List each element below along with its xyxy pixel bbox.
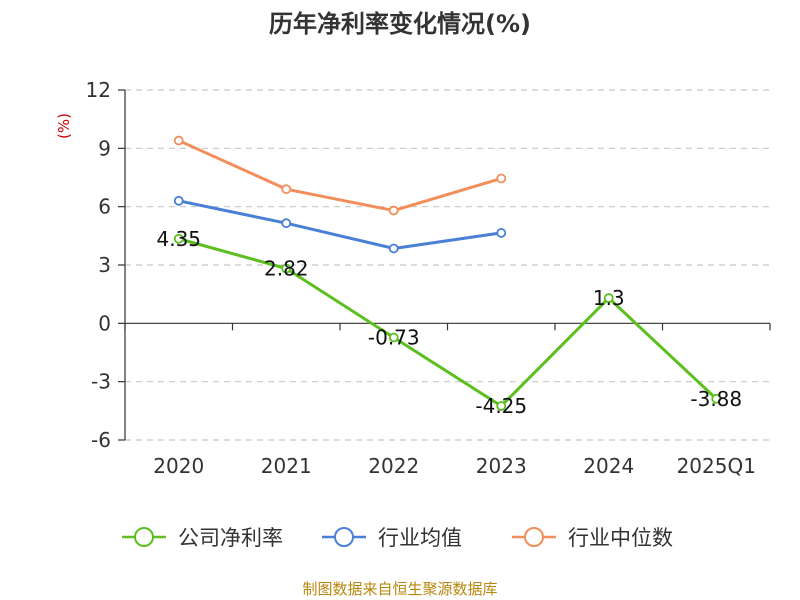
grid-lines: [125, 89, 770, 441]
data-label: 1.3: [593, 286, 625, 310]
y-axis-unit: (%): [55, 113, 73, 139]
data-label: -3.88: [690, 387, 742, 411]
legend[interactable]: 公司净利率 行业均值 行业中位数: [122, 526, 673, 550]
x-tick-label: 2022: [368, 454, 419, 478]
data-label: -4.25: [475, 394, 527, 418]
chart-title: 历年净利率变化情况(%): [269, 10, 531, 38]
data-point[interactable]: [496, 173, 507, 184]
data-point[interactable]: [173, 195, 184, 206]
axes: [118, 89, 771, 441]
legend-marker-icon: [524, 527, 544, 547]
data-point[interactable]: [173, 233, 184, 244]
y-tick-label: 12: [86, 78, 111, 102]
y-tick-labels: 12 9 6 3 0 -3 -6: [86, 78, 111, 452]
data-point[interactable]: [281, 263, 292, 274]
legend-label: 行业中位数: [568, 526, 673, 550]
y-tick-label: -3: [91, 370, 111, 394]
data-point[interactable]: [496, 401, 507, 411]
source-note: 制图数据来自恒生聚源数据库: [302, 580, 497, 598]
x-tick-label: 2024: [583, 454, 634, 478]
legend-item-0[interactable]: 公司净利率: [122, 526, 283, 550]
y-tick-label: 0: [98, 311, 111, 335]
legend-marker-icon: [134, 527, 154, 547]
legend-label: 行业均值: [378, 526, 462, 550]
data-label: 2.82: [264, 257, 309, 281]
y-tick-label: 3: [98, 253, 111, 277]
legend-item-2[interactable]: 行业中位数: [512, 526, 673, 550]
data-point[interactable]: [281, 218, 292, 229]
y-tick-label: 6: [98, 195, 111, 219]
data-point[interactable]: [173, 135, 184, 146]
x-tick-label: 2025Q1: [677, 454, 756, 478]
x-tick-labels: 2020 2021 2022 2023 2024 2025Q1: [153, 454, 756, 478]
data-point[interactable]: [603, 293, 614, 303]
data-labels: 4.35 2.82 -0.73 -4.25 1.3 -3.88: [156, 227, 742, 418]
data-label: 4.35: [156, 227, 201, 251]
x-tick-label: 2020: [153, 454, 204, 478]
x-tick-label: 2023: [476, 454, 527, 478]
data-point[interactable]: [496, 228, 507, 238]
series-line-0: [178, 237, 718, 408]
data-point[interactable]: [388, 243, 399, 254]
data-point[interactable]: [388, 332, 399, 343]
series-layer: [173, 135, 722, 411]
series-line-2: [178, 139, 502, 213]
legend-item-1[interactable]: 行业均值: [322, 526, 462, 550]
legend-label: 公司净利率: [178, 526, 283, 550]
series-line-1: [178, 199, 502, 250]
x-tick-label: 2021: [261, 454, 312, 478]
data-label: -0.73: [368, 326, 420, 350]
legend-marker-icon: [334, 527, 354, 547]
y-tick-label: 9: [98, 136, 111, 160]
y-tick-label: -6: [91, 428, 111, 452]
data-point[interactable]: [388, 205, 399, 216]
data-point[interactable]: [281, 184, 292, 195]
data-point[interactable]: [711, 393, 722, 404]
